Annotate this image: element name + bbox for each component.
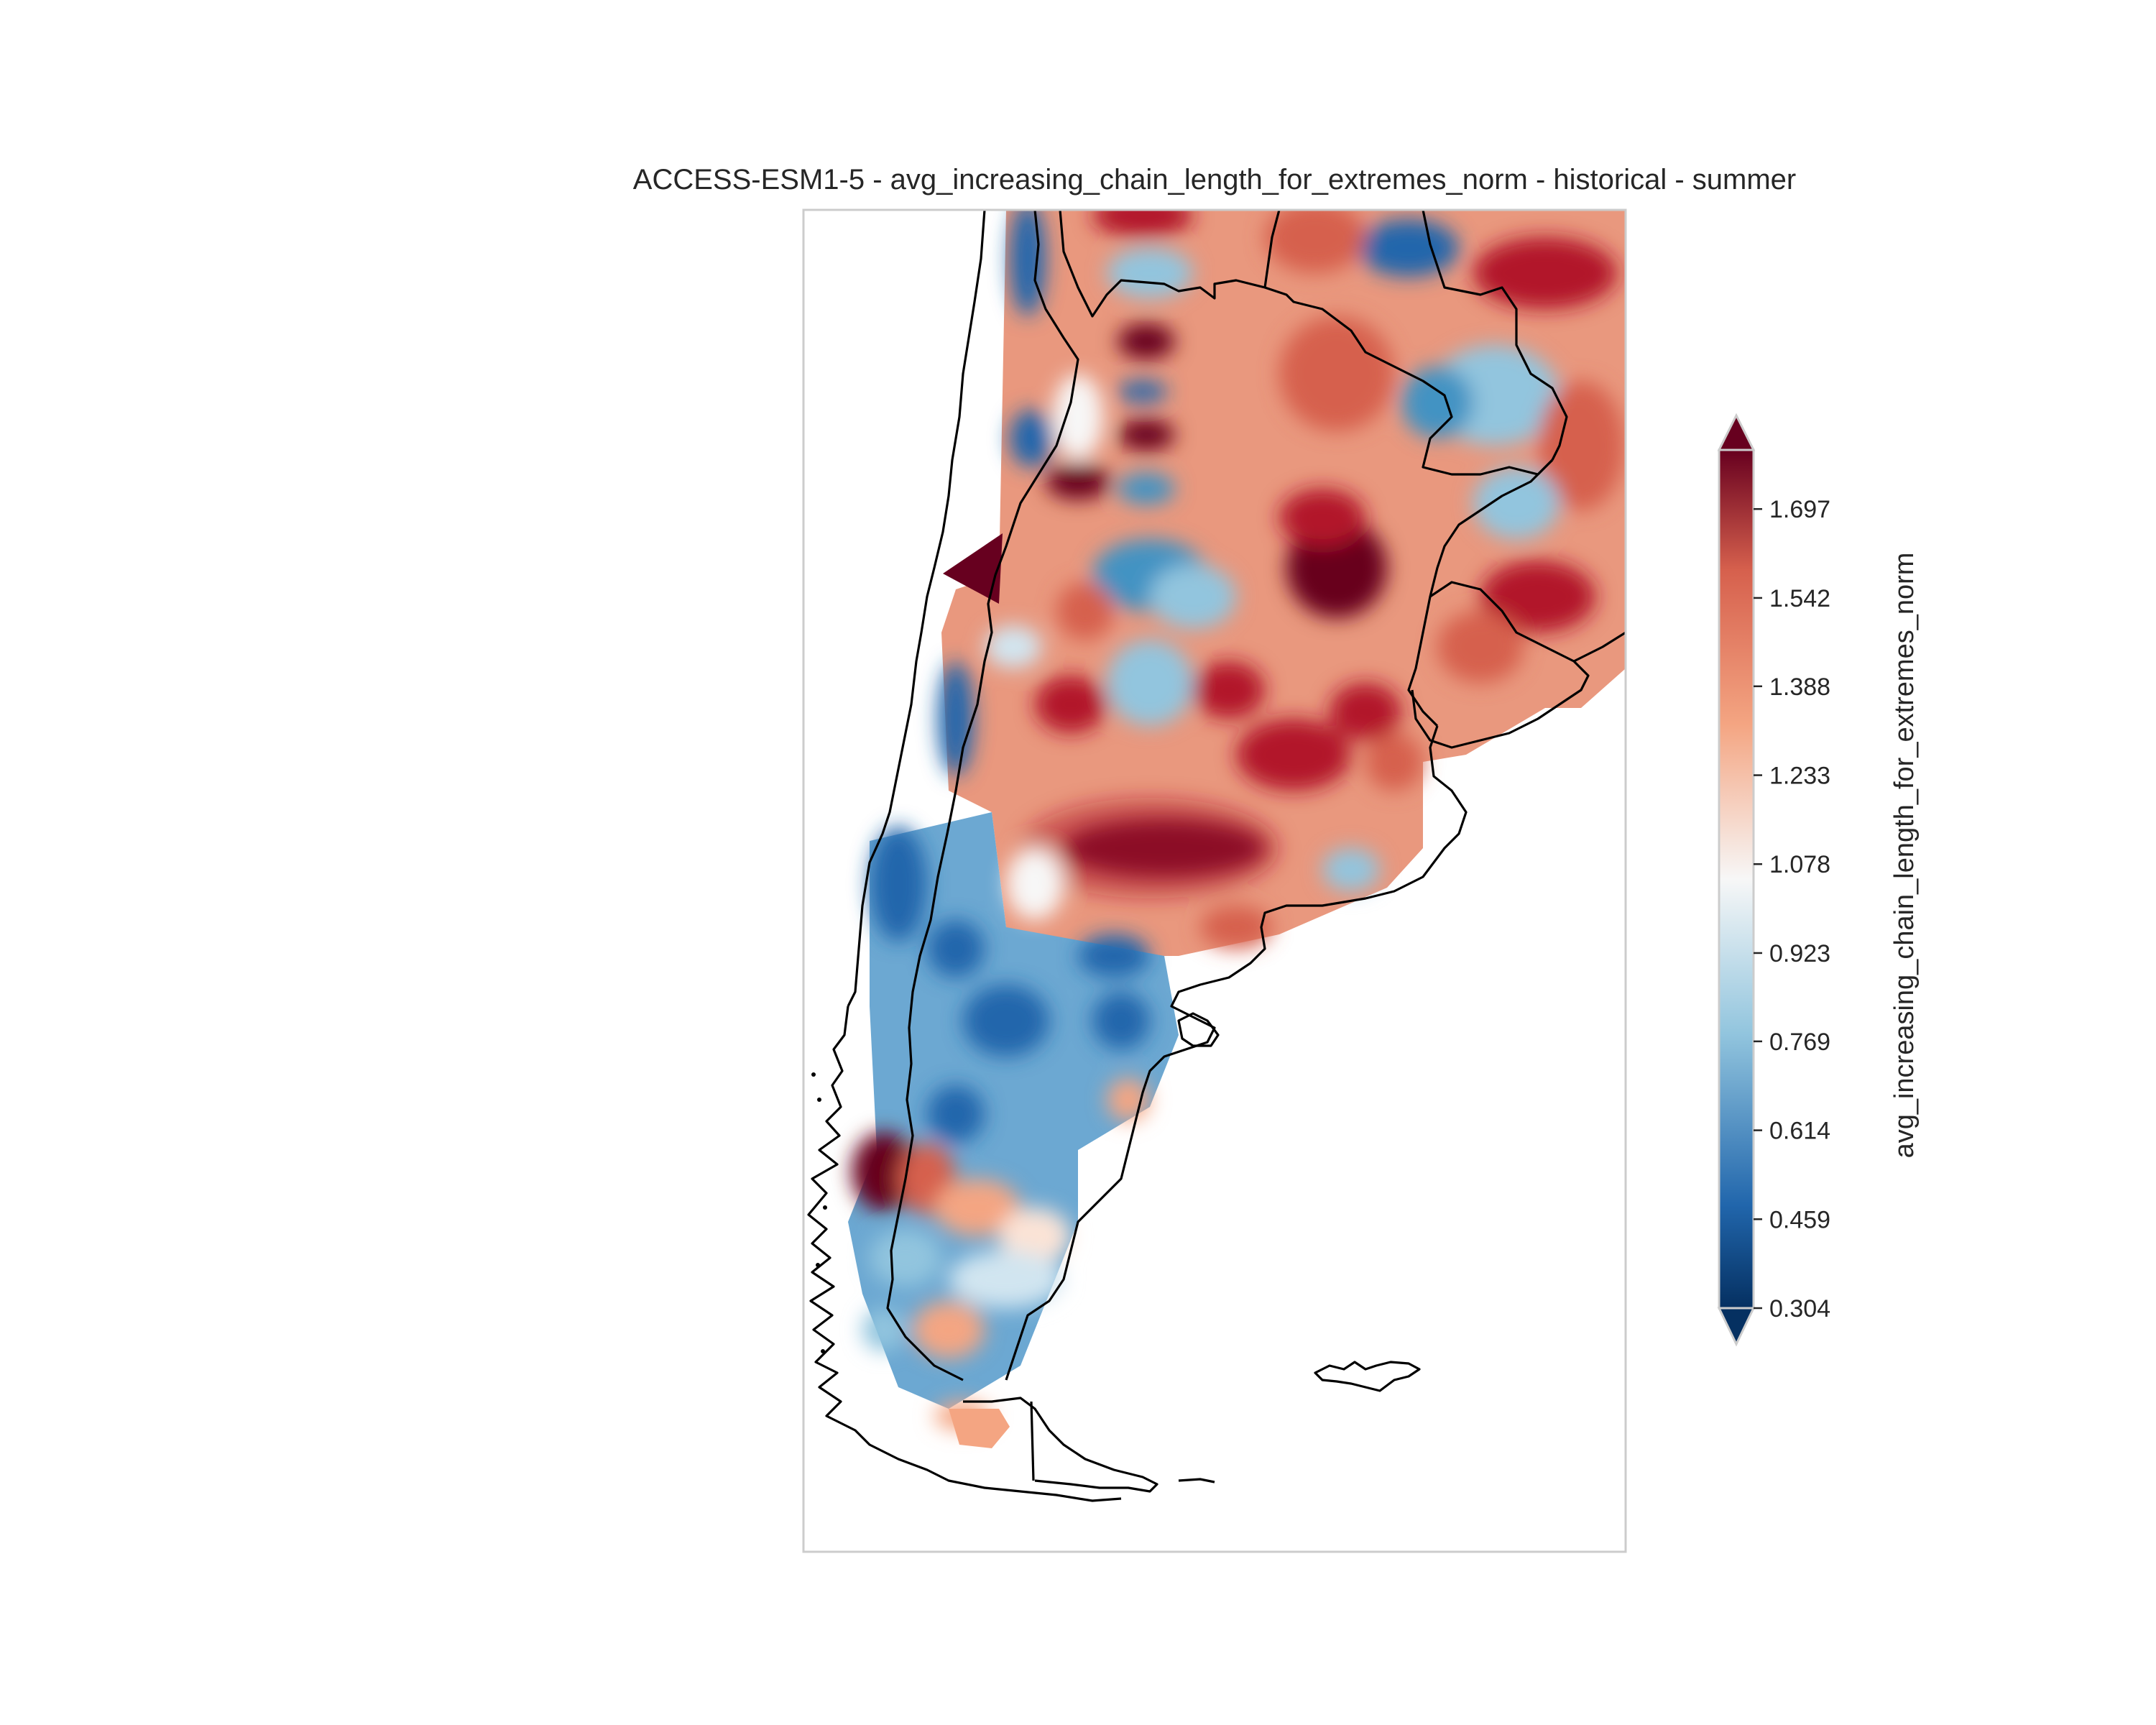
chart-title: ACCESS-ESM1-5 - avg_increasing_chain_len… [633, 164, 1796, 196]
coastlines [807, 210, 1626, 1502]
colorbar-tick-label: 0.459 [1769, 1206, 1830, 1233]
brazil-border [1422, 210, 1568, 461]
falklands [1314, 1361, 1421, 1392]
colorbar-outline [1718, 448, 1755, 1310]
colorbar-tick-label: 1.388 [1769, 673, 1830, 701]
tdf-border [1030, 1401, 1035, 1481]
islands [811, 1072, 827, 1353]
fjords [807, 1006, 1122, 1502]
uruguay-coast-br [1573, 631, 1626, 663]
colorbar-tick-label: 1.542 [1769, 585, 1830, 612]
colorbar-body [1719, 450, 1754, 1308]
colorbar-tick-label: 0.614 [1769, 1118, 1830, 1145]
valdes [1177, 1012, 1220, 1047]
colorbar-tick-label: 1.078 [1769, 851, 1830, 878]
north-border [1059, 210, 1554, 476]
chile-coast [847, 210, 986, 1007]
andes-border [886, 210, 1079, 1381]
colorbar: 0.304 0.459 0.614 0.769 0.923 1.078 1.233 1.388… [1717, 413, 1920, 1347]
colorbar-tick-label: 1.233 [1769, 763, 1830, 790]
paraguay-border [1263, 210, 1281, 288]
colorbar-extend-top [1717, 413, 1756, 451]
tierra-del-fuego [963, 1397, 1158, 1493]
colorbar-tick-label: 0.769 [1769, 1029, 1830, 1056]
uruguay [1411, 581, 1590, 749]
map-frame [802, 208, 1627, 1553]
colorbar-tick-label: 1.697 [1769, 496, 1830, 523]
colorbar-label: avg_increasing_chain_length_for_extremes… [1889, 553, 1920, 1159]
field-islands [949, 1409, 1010, 1448]
colorbar-tick-label: 0.923 [1769, 940, 1830, 967]
field-triangle [943, 533, 1003, 604]
colorbar-extend-bottom [1717, 1307, 1756, 1347]
colorbar-tick-label: 0.304 [1769, 1295, 1830, 1322]
argentina-coast [1005, 725, 1468, 1381]
staten [1178, 1478, 1215, 1484]
mesopotamia [1407, 459, 1554, 727]
data-field [848, 210, 1626, 1448]
map-panel [803, 210, 1626, 1552]
